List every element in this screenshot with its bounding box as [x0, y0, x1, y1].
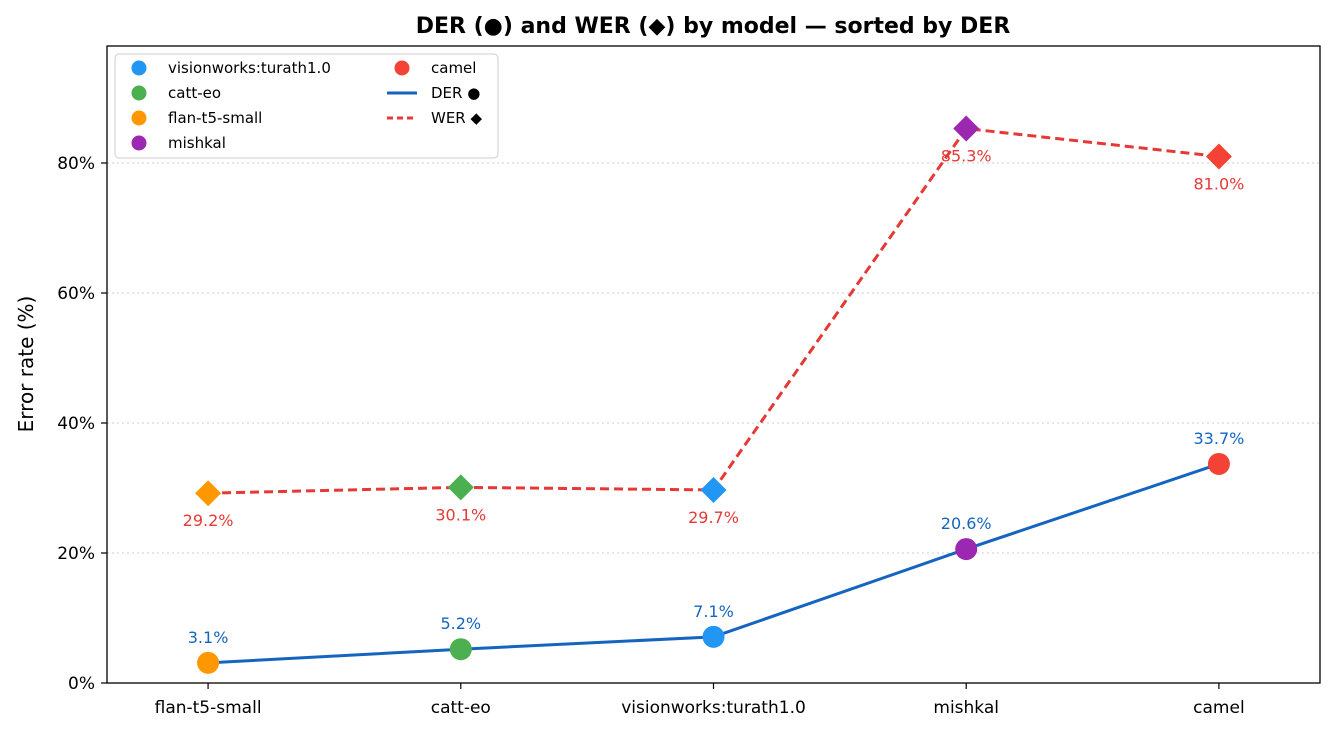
der-data-label: 20.6%: [941, 514, 992, 533]
legend-marker: [131, 110, 147, 126]
wer-point: [447, 474, 474, 501]
x-tick-label: mishkal: [933, 698, 999, 718]
wer-point: [1205, 143, 1232, 170]
der-point: [702, 625, 725, 648]
wer-data-label: 85.3%: [941, 147, 992, 166]
legend-marker: [131, 85, 147, 101]
legend: visionworks:turath1.0 catt-eo flan-t5-smal…: [114, 53, 499, 159]
wer-data-label: 29.2%: [183, 511, 234, 530]
der-data-label: 3.1%: [188, 628, 229, 647]
series-line-wer: [208, 126, 1220, 495]
wer-data-label: 30.1%: [435, 505, 486, 524]
x-ticks: flan-t5-small catt-eo visionworks:turath1.…: [155, 683, 1245, 718]
y-tick-label: 60%: [57, 284, 95, 304]
legend-label: camel: [431, 59, 476, 77]
legend-label: WER ◆: [431, 109, 482, 127]
y-tick-label: 0%: [68, 674, 95, 694]
legend-label: catt-eo: [168, 84, 221, 102]
series-markers: [195, 115, 1232, 674]
legend-label: mishkal: [168, 134, 226, 152]
legend-marker: [131, 135, 147, 151]
y-tick-label: 40%: [57, 414, 95, 434]
data-labels: 3.1% 5.2% 7.1% 20.6% 33.7% 29.2% 30.1% 29.7% 85.…: [183, 147, 1245, 647]
y-tick-label: 80%: [57, 154, 95, 174]
x-tick-label: catt-eo: [431, 698, 491, 718]
wer-data-label: 81.0%: [1194, 175, 1245, 194]
y-ticks: 0% 20% 40% 60% 80%: [57, 154, 107, 694]
der-data-label: 7.1%: [693, 602, 734, 621]
legend-marker: [394, 60, 410, 76]
y-tick-label: 20%: [57, 544, 95, 564]
legend-label: flan-t5-small: [168, 109, 262, 127]
legend-box: [114, 53, 499, 159]
legend-label: visionworks:turath1.0: [168, 59, 331, 77]
wer-point: [953, 115, 980, 142]
y-axis-label: Error rate (%): [14, 296, 38, 433]
der-data-label: 33.7%: [1194, 429, 1245, 448]
der-point: [449, 638, 472, 661]
x-tick-label: visionworks:turath1.0: [621, 698, 806, 718]
x-tick-label: flan-t5-small: [155, 698, 262, 718]
der-data-label: 5.2%: [440, 614, 481, 633]
series-lines: [208, 126, 1220, 665]
x-tick-label: camel: [1193, 698, 1245, 718]
der-point: [955, 538, 978, 561]
grid-lines: [107, 162, 1320, 554]
chart-title: DER (●) and WER (◆) by model — sorted by…: [416, 14, 1011, 39]
legend-label: DER ●: [431, 84, 480, 102]
der-point: [197, 651, 220, 674]
wer-data-label: 29.7%: [688, 508, 739, 527]
wer-point: [700, 476, 727, 503]
wer-point: [195, 480, 222, 507]
der-point: [1207, 452, 1230, 475]
legend-marker: [131, 60, 147, 76]
